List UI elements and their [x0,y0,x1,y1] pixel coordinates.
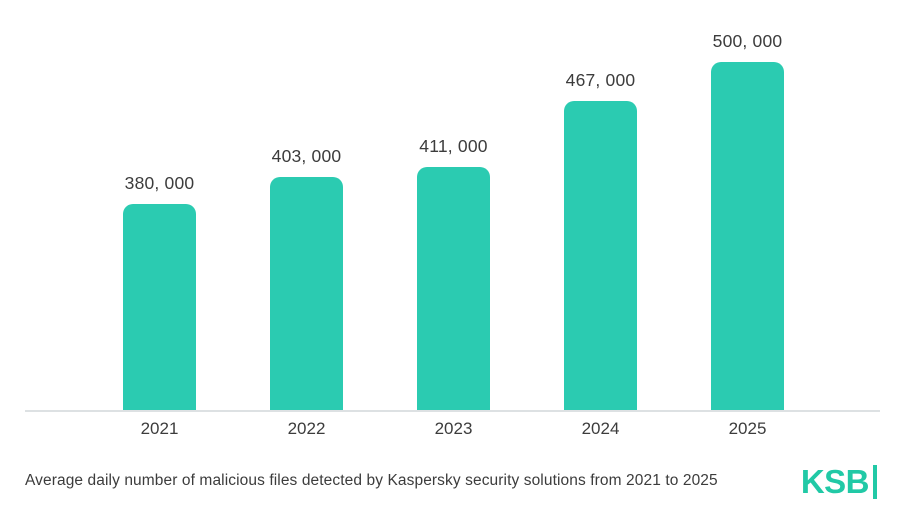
bar-value-label: 411, 000 [419,136,488,156]
ksb-logo: KSB [801,464,877,500]
bar-2022: 403, 000 [270,146,343,410]
chart-caption: Average daily number of malicious files … [25,472,718,489]
bar-value-label: 500, 000 [712,31,783,51]
bars-container: 380, 000 403, 000 411, 000 467, 000 500, 000 [123,31,784,410]
x-axis-tick-label: 2025 [728,419,767,438]
x-axis-tick-label: 2022 [287,419,326,438]
bar-2025: 500, 000 [711,31,784,410]
x-axis-tick-label: 2021 [140,419,179,438]
bar-value-label: 380, 000 [124,173,195,193]
x-axis-labels: 2021 2022 2023 2024 2025 [123,419,784,439]
bar-value-label: 403, 000 [271,146,342,166]
ksb-logo-bar-mark [873,465,877,499]
bar-2021: 380, 000 [123,173,196,410]
bar-2024: 467, 000 [564,70,637,410]
bar-value-label: 467, 000 [565,70,636,90]
ksb-logo-text: KSB [800,463,870,500]
x-axis-tick-label: 2023 [434,419,473,438]
x-axis-tick-label: 2024 [581,419,620,438]
bar-2023: 411, 000 [417,136,490,410]
x-axis-line [25,410,880,412]
